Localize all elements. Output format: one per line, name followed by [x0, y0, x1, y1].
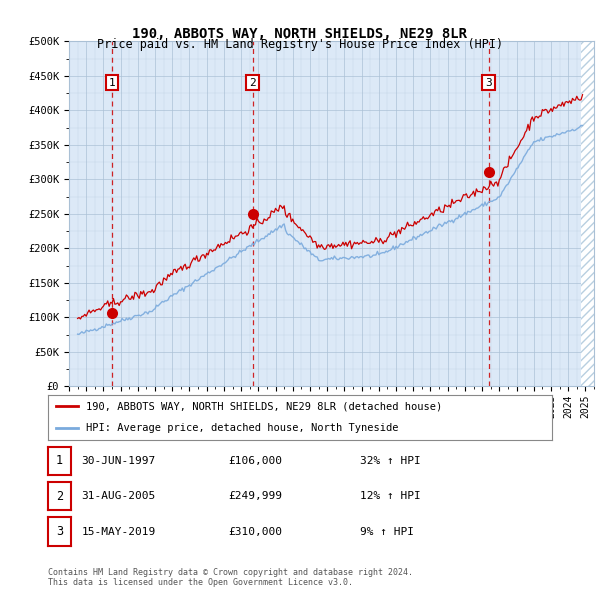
Text: 12% ↑ HPI: 12% ↑ HPI — [360, 491, 421, 501]
Text: 1: 1 — [109, 78, 115, 88]
Text: Contains HM Land Registry data © Crown copyright and database right 2024.
This d: Contains HM Land Registry data © Crown c… — [48, 568, 413, 587]
Text: 30-JUN-1997: 30-JUN-1997 — [82, 456, 156, 466]
Text: £106,000: £106,000 — [228, 456, 282, 466]
Bar — [581, 41, 594, 386]
Text: 2: 2 — [56, 490, 63, 503]
Text: 3: 3 — [56, 525, 63, 538]
Text: Price paid vs. HM Land Registry's House Price Index (HPI): Price paid vs. HM Land Registry's House … — [97, 38, 503, 51]
Text: 2: 2 — [249, 78, 256, 88]
Text: 190, ABBOTS WAY, NORTH SHIELDS, NE29 8LR: 190, ABBOTS WAY, NORTH SHIELDS, NE29 8LR — [133, 27, 467, 41]
Text: 3: 3 — [485, 78, 492, 88]
Text: 9% ↑ HPI: 9% ↑ HPI — [360, 527, 414, 536]
Text: 15-MAY-2019: 15-MAY-2019 — [82, 527, 156, 536]
Text: 32% ↑ HPI: 32% ↑ HPI — [360, 456, 421, 466]
Text: £249,999: £249,999 — [228, 491, 282, 501]
Text: HPI: Average price, detached house, North Tyneside: HPI: Average price, detached house, Nort… — [86, 424, 398, 434]
Text: 190, ABBOTS WAY, NORTH SHIELDS, NE29 8LR (detached house): 190, ABBOTS WAY, NORTH SHIELDS, NE29 8LR… — [86, 401, 442, 411]
Text: 1: 1 — [56, 454, 63, 467]
Text: £310,000: £310,000 — [228, 527, 282, 536]
Text: 31-AUG-2005: 31-AUG-2005 — [82, 491, 156, 501]
